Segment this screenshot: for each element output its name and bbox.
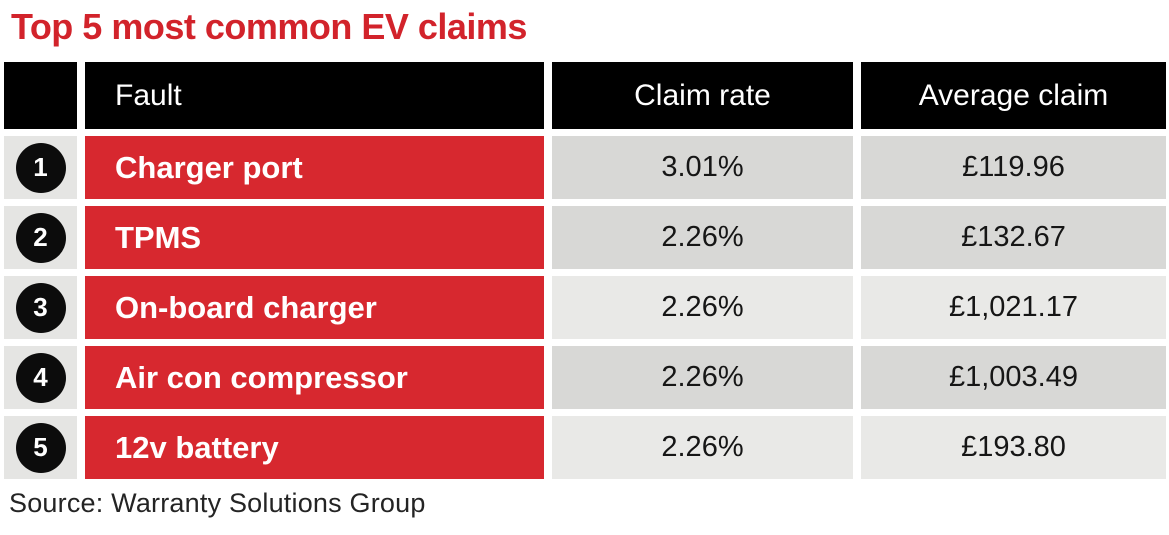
fault-cell: TPMS <box>85 206 544 269</box>
claim-rate-cell: 2.26% <box>552 206 853 269</box>
rank-cell: 5 <box>4 416 77 479</box>
rank-cell: 3 <box>4 276 77 339</box>
average-claim-cell: £132.67 <box>861 206 1166 269</box>
header-claim-rate: Claim rate <box>552 62 853 129</box>
rank-badge: 4 <box>15 352 66 403</box>
average-claim-cell: £1,021.17 <box>861 276 1166 339</box>
rank-badge: 2 <box>15 212 66 263</box>
rank-cell: 1 <box>4 136 77 199</box>
average-claim-cell: £119.96 <box>861 136 1166 199</box>
claim-rate-cell: 2.26% <box>552 276 853 339</box>
claims-table: Fault Claim rate Average claim 1 Charger… <box>4 62 1166 479</box>
average-claim-cell: £1,003.49 <box>861 346 1166 409</box>
fault-cell: 12v battery <box>85 416 544 479</box>
rank-cell: 4 <box>4 346 77 409</box>
rank-badge: 5 <box>15 422 66 473</box>
rank-cell: 2 <box>4 206 77 269</box>
header-rank-cell <box>4 62 77 129</box>
fault-cell: On-board charger <box>85 276 544 339</box>
header-average-claim: Average claim <box>861 62 1166 129</box>
rank-badge: 3 <box>15 282 66 333</box>
claim-rate-cell: 2.26% <box>552 346 853 409</box>
average-claim-cell: £193.80 <box>861 416 1166 479</box>
page-title: Top 5 most common EV claims <box>11 6 527 47</box>
header-fault: Fault <box>85 62 544 129</box>
rank-badge: 1 <box>15 142 66 193</box>
fault-cell: Charger port <box>85 136 544 199</box>
claim-rate-cell: 2.26% <box>552 416 853 479</box>
claim-rate-cell: 3.01% <box>552 136 853 199</box>
fault-cell: Air con compressor <box>85 346 544 409</box>
source-attribution: Source: Warranty Solutions Group <box>9 488 426 518</box>
